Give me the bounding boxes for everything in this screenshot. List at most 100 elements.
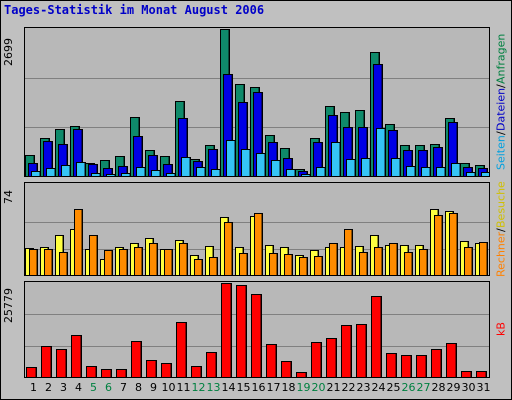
bar-seiten-day-26 [406, 166, 416, 177]
bar-kb-day-26 [401, 355, 412, 378]
bar-rechner-day-16 [254, 213, 263, 276]
bar-seiten-day-14 [226, 140, 236, 177]
bottom-panel [24, 281, 490, 378]
x-tick-day-5: 5 [90, 381, 97, 394]
legend-seiten: Seiten [494, 135, 508, 170]
x-tick-day-2: 2 [45, 381, 52, 394]
bar-kb-day-22 [341, 325, 352, 378]
bar-rechner-day-30 [464, 247, 473, 276]
bar-seiten-day-20 [316, 167, 326, 177]
x-tick-day-27: 27 [416, 381, 431, 394]
bar-kb-day-29 [446, 343, 457, 378]
x-tick-day-14: 14 [221, 381, 236, 394]
bar-rechner-day-25 [389, 243, 398, 276]
x-tick-day-1: 1 [30, 381, 37, 394]
bar-rechner-day-18 [284, 254, 293, 276]
legend-separator: / [494, 131, 508, 136]
bar-seiten-day-3 [61, 165, 71, 177]
bar-rechner-day-7 [119, 249, 128, 276]
bar-kb-day-9 [146, 360, 157, 378]
bar-kb-day-14 [221, 283, 232, 378]
x-tick-day-13: 13 [206, 381, 221, 394]
bar-kb-day-10 [161, 363, 172, 378]
bar-kb-day-3 [56, 349, 67, 378]
panel-border [24, 281, 490, 378]
bar-seiten-day-22 [346, 159, 356, 177]
bar-kb-day-13 [206, 352, 217, 378]
bottom-series-legend: kB [492, 281, 510, 378]
bar-seiten-day-25 [391, 158, 401, 177]
bar-rechner-day-10 [164, 249, 173, 276]
bar-seiten-day-15 [241, 149, 251, 177]
bar-rechner-day-8 [134, 247, 143, 276]
bar-rechner-day-24 [374, 247, 383, 276]
bar-seiten-day-1 [31, 171, 41, 177]
x-tick-day-28: 28 [431, 381, 446, 394]
bar-rechner-day-14 [224, 222, 233, 276]
bar-kb-day-18 [281, 361, 292, 378]
bar-kb-day-19 [296, 372, 307, 378]
bar-rechner-day-11 [179, 243, 188, 276]
x-tick-day-3: 3 [60, 381, 67, 394]
panel-border [24, 182, 490, 276]
x-tick-day-29: 29 [446, 381, 461, 394]
legend-besuche: Besuche [494, 181, 508, 228]
x-tick-day-23: 23 [356, 381, 371, 394]
bar-seiten-day-24 [376, 128, 386, 177]
x-tick-day-31: 31 [476, 381, 491, 394]
top-series-legend: Seiten / Dateien / Anfragen [492, 27, 510, 177]
bar-seiten-day-28 [436, 167, 446, 177]
bar-kb-day-21 [326, 338, 337, 378]
bar-rechner-day-3 [59, 252, 68, 276]
bottom-y-max-label: 25779 [2, 288, 15, 324]
top-panel-svg [24, 27, 491, 177]
bar-rechner-day-15 [239, 253, 248, 276]
chart-title: Tages-Statistik im Monat August 2006 [4, 3, 265, 17]
bar-seiten-day-30 [466, 172, 476, 177]
bar-kb-day-5 [86, 366, 97, 378]
bar-kb-day-31 [476, 371, 487, 378]
bar-seiten-day-9 [151, 170, 161, 177]
bar-rechner-day-5 [89, 235, 98, 276]
bar-kb-day-8 [131, 341, 142, 378]
bar-kb-day-2 [41, 346, 52, 378]
bar-kb-day-16 [251, 294, 262, 378]
legend-anfragen: Anfragen [494, 34, 508, 85]
bar-seiten-day-8 [136, 167, 146, 177]
bar-rechner-day-6 [104, 250, 113, 276]
x-tick-day-26: 26 [401, 381, 416, 394]
middle-series-legend: Rechner / Besuche [492, 181, 510, 277]
x-axis-day-labels: 1 2 3 4 5 6 7 8 9 10 11 12 13 14 15 16 17 18 19 20 21 22 23 24 2… [24, 380, 491, 396]
bar-kb-day-1 [26, 367, 37, 378]
x-tick-day-19: 19 [296, 381, 311, 394]
bar-kb-day-30 [461, 371, 472, 378]
middle-panel [24, 182, 490, 276]
bar-rechner-day-9 [149, 243, 158, 276]
bar-rechner-day-19 [299, 257, 308, 276]
bar-seiten-day-27 [421, 167, 431, 177]
bar-rechner-day-1 [29, 249, 38, 276]
x-tick-day-20: 20 [311, 381, 326, 394]
bar-kb-day-7 [116, 369, 127, 378]
legend-separator: / [494, 84, 508, 89]
x-tick-day-21: 21 [326, 381, 341, 394]
middle-panel-svg [24, 182, 490, 276]
bar-rechner-day-13 [209, 257, 218, 276]
x-tick-day-9: 9 [150, 381, 157, 394]
panel-border [24, 27, 490, 177]
x-tick-day-24: 24 [371, 381, 386, 394]
bar-seiten-day-18 [286, 169, 296, 177]
x-tick-day-7: 7 [120, 381, 127, 394]
bottom-panel-svg [24, 281, 490, 378]
x-tick-day-8: 8 [135, 381, 142, 394]
bar-kb-day-25 [386, 353, 397, 378]
bar-rechner-day-28 [434, 215, 443, 276]
bar-rechner-day-26 [404, 252, 413, 276]
bar-rechner-day-29 [449, 213, 458, 276]
top-panel [24, 27, 491, 177]
x-tick-day-22: 22 [341, 381, 356, 394]
bar-rechner-day-27 [419, 249, 428, 276]
x-tick-day-18: 18 [281, 381, 296, 394]
bar-seiten-day-16 [256, 153, 266, 177]
x-tick-day-4: 4 [75, 381, 82, 394]
